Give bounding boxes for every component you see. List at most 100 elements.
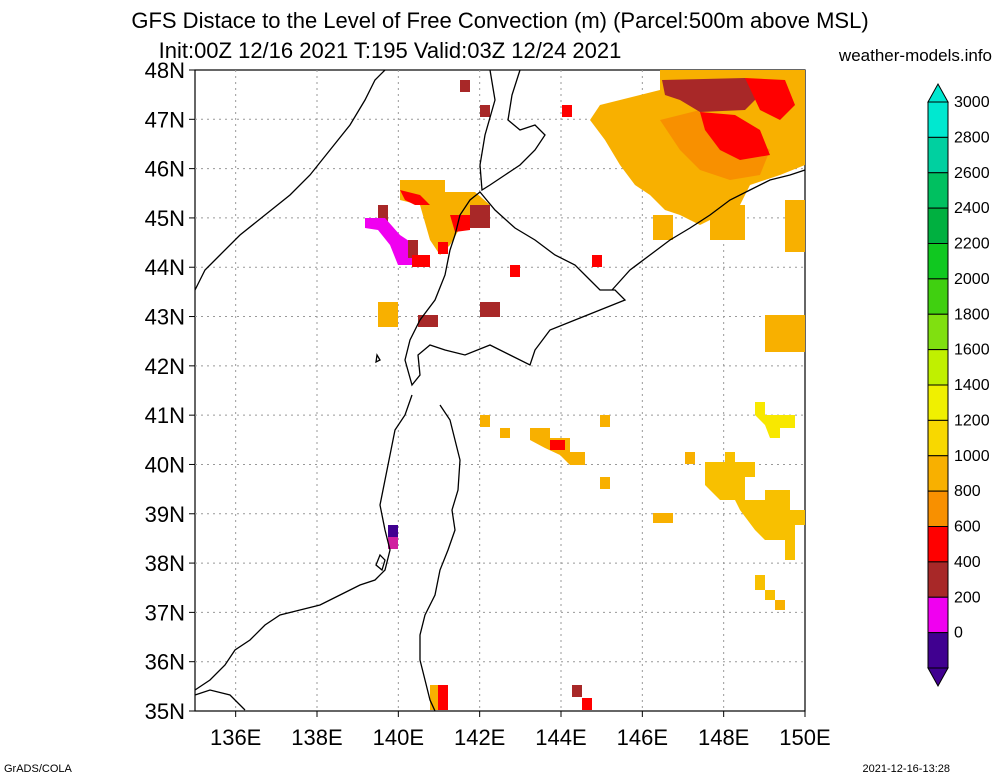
colorbar-label: 0 — [954, 625, 963, 642]
chart-title-line1: GFS Distace to the Level of Free Convect… — [131, 8, 869, 33]
colorbar-swatch — [927, 172, 949, 209]
lat-label: 41N — [145, 403, 185, 428]
field-region-ne-brown — [662, 78, 760, 112]
field-cell-37-2 — [765, 590, 775, 600]
field-cell-35-4 — [582, 698, 592, 710]
lat-label: 47N — [145, 107, 185, 132]
lat-label: 39N — [145, 502, 185, 527]
field-cell-44-2 — [592, 255, 602, 267]
lon-labels: 136E 138E 140E 142E 144E 146E 148E 150E — [210, 711, 831, 750]
colorbar-swatch — [927, 136, 949, 174]
colorbar-label: 3000 — [954, 94, 990, 111]
lon-label: 150E — [779, 725, 830, 750]
coast-continent — [194, 69, 386, 291]
lat-label: 46N — [145, 157, 185, 182]
field-cell-43-1 — [378, 302, 398, 327]
field-cell-37-1 — [755, 575, 765, 590]
field-region-hok-red — [400, 190, 430, 205]
colorbar-label: 1800 — [954, 306, 990, 323]
field-cell-39-1 — [653, 513, 673, 523]
coast-sakhalin — [479, 69, 546, 192]
lon-label: 146E — [617, 725, 668, 750]
field-cell-35-1 — [430, 685, 440, 710]
field-region-hok-brown — [470, 205, 490, 228]
colorbar-label: 1000 — [954, 448, 990, 465]
colorbar-swatch — [927, 384, 949, 421]
colorbar-label: 1400 — [954, 377, 990, 394]
lon-label: 148E — [698, 725, 749, 750]
lon-label: 142E — [454, 725, 505, 750]
colorbar-swatch — [927, 349, 949, 386]
field-cell-41-1 — [480, 415, 490, 427]
lat-label: 40N — [145, 452, 185, 477]
field-cell-40-2 — [600, 415, 610, 427]
field-cell-41-2 — [500, 428, 510, 438]
coast-okushiri — [375, 353, 381, 364]
field-cell-43-3 — [480, 302, 500, 317]
field-region-40-east — [705, 452, 805, 560]
colorbar-swatch — [927, 313, 949, 351]
colorbar-label: 1600 — [954, 342, 990, 359]
lat-label: 37N — [145, 600, 185, 625]
coastlines — [194, 69, 806, 712]
graticule — [195, 70, 805, 711]
lon-label: 140E — [373, 725, 424, 750]
lon-label: 144E — [535, 725, 586, 750]
colorbar-label: 2000 — [954, 271, 990, 288]
colorbar-bottom-arrow — [927, 667, 949, 688]
field-cell-43-2 — [418, 315, 438, 327]
footer-timestamp: 2021-12-16-13:28 — [862, 763, 950, 775]
colorbar-swatch — [927, 243, 949, 280]
lat-label: 48N — [145, 58, 185, 83]
field-cell-hok-2 — [408, 240, 418, 258]
colorbar: 3000280026002400220020001800160014001200… — [927, 82, 990, 688]
lat-label: 43N — [145, 305, 185, 330]
colorbar-label: 2800 — [954, 129, 990, 146]
colorbar-label: 200 — [954, 589, 981, 606]
field-region-ne-red — [700, 112, 770, 160]
field-cell-hok-4 — [438, 242, 448, 254]
colorbar-swatch — [927, 526, 949, 563]
coast-south — [194, 689, 246, 711]
lat-labels: 48N 47N 46N 45N 44N 43N 42N 41N 40N 39N 38N 37N 36N 3… — [145, 58, 195, 724]
field-cell-43-east — [765, 315, 805, 352]
field-region-41-east — [755, 402, 795, 438]
site-credit: weather-models.info — [838, 46, 992, 65]
colorbar-swatch — [927, 419, 949, 457]
coast-honshu-west — [194, 394, 413, 691]
colorbar-label: 2400 — [954, 200, 990, 217]
lon-label: 138E — [291, 725, 342, 750]
colorbar-swatch — [927, 278, 949, 315]
colorbar-label: 800 — [954, 483, 981, 500]
coast-hokkaido — [404, 191, 627, 387]
coast-sado — [375, 553, 386, 572]
field-cell-47-1 — [460, 80, 470, 92]
field-cell-hok-1 — [378, 205, 388, 225]
field-cell-35-2 — [438, 685, 448, 710]
field-cell-47-2 — [480, 105, 490, 117]
colorbar-swatch — [927, 596, 949, 634]
coast-honshu-east — [419, 404, 461, 712]
colorbar-swatch — [927, 101, 949, 138]
field-cell-38-purple — [388, 525, 398, 537]
field-region-hok-red2 — [450, 215, 470, 232]
field-cell-47-3 — [562, 105, 572, 117]
lat-label: 44N — [145, 255, 185, 280]
colorbar-label: 600 — [954, 519, 981, 536]
colorbar-swatch — [927, 490, 949, 527]
lat-label: 45N — [145, 206, 185, 231]
colorbar-label: 1200 — [954, 412, 990, 429]
colorbar-label: 400 — [954, 554, 981, 571]
colorbar-swatch — [927, 632, 949, 669]
lat-label: 36N — [145, 650, 185, 675]
colorbar-label: 2200 — [954, 236, 990, 253]
field-region-ne-red2 — [745, 78, 795, 120]
field-cell-ne-edge — [785, 200, 805, 252]
lat-label: 38N — [145, 551, 185, 576]
field-cell-40-3 — [600, 477, 610, 489]
chart-title-line2: Init:00Z 12/16 2021 T:195 Valid:03Z 12/2… — [158, 38, 622, 63]
field-cell-38-magenta — [388, 537, 398, 549]
lon-label: 136E — [210, 725, 261, 750]
field-region-magenta — [365, 218, 415, 265]
